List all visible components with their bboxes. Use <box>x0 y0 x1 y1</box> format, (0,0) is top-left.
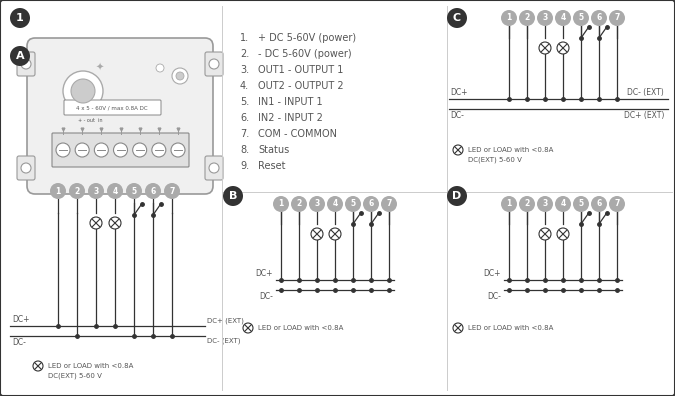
Circle shape <box>95 143 108 157</box>
Text: 6: 6 <box>151 187 156 196</box>
Text: 4 x 5 - 60V / max 0.8A DC: 4 x 5 - 60V / max 0.8A DC <box>76 105 148 110</box>
Circle shape <box>90 217 102 229</box>
Circle shape <box>539 228 551 240</box>
Text: 1: 1 <box>55 187 61 196</box>
Text: 6: 6 <box>369 200 374 209</box>
Text: 1: 1 <box>278 200 283 209</box>
Circle shape <box>345 196 361 212</box>
Text: A: A <box>16 51 24 61</box>
Text: DC- (EXT): DC- (EXT) <box>627 88 664 97</box>
Circle shape <box>75 143 89 157</box>
Circle shape <box>573 10 589 26</box>
Circle shape <box>21 59 31 69</box>
Text: 2: 2 <box>74 187 80 196</box>
Circle shape <box>209 163 219 173</box>
Circle shape <box>63 71 103 111</box>
Circle shape <box>152 143 166 157</box>
Circle shape <box>311 228 323 240</box>
Text: DC(EXT) 5-60 V: DC(EXT) 5-60 V <box>468 157 522 163</box>
Text: DC+ (EXT): DC+ (EXT) <box>624 111 664 120</box>
Circle shape <box>10 8 30 28</box>
Text: 3: 3 <box>93 187 99 196</box>
Circle shape <box>555 10 571 26</box>
Text: - DC 5-60V (power): - DC 5-60V (power) <box>258 49 352 59</box>
Text: LED or LOAD with <0.8A: LED or LOAD with <0.8A <box>48 363 134 369</box>
Circle shape <box>209 59 219 69</box>
Circle shape <box>591 196 607 212</box>
Text: ✦: ✦ <box>96 63 104 73</box>
Circle shape <box>591 10 607 26</box>
FancyBboxPatch shape <box>17 156 35 180</box>
Text: 4: 4 <box>112 187 117 196</box>
Text: D: D <box>452 191 462 201</box>
Text: 6: 6 <box>597 200 601 209</box>
Text: 2: 2 <box>296 200 302 209</box>
Text: 3: 3 <box>543 13 547 23</box>
Circle shape <box>539 42 551 54</box>
Circle shape <box>88 183 104 199</box>
Text: + DC 5-60V (power): + DC 5-60V (power) <box>258 33 356 43</box>
Text: 4.: 4. <box>240 81 249 91</box>
Circle shape <box>71 79 95 103</box>
Circle shape <box>537 196 553 212</box>
Text: DC-: DC- <box>450 111 464 120</box>
Text: LED or LOAD with <0.8A: LED or LOAD with <0.8A <box>468 325 554 331</box>
Text: 1: 1 <box>506 13 512 23</box>
Text: 4: 4 <box>560 200 566 209</box>
Circle shape <box>50 183 66 199</box>
Circle shape <box>447 8 467 28</box>
Text: DC- (EXT): DC- (EXT) <box>207 338 240 345</box>
Text: 5: 5 <box>350 200 356 209</box>
Text: 1: 1 <box>16 13 24 23</box>
Text: 7: 7 <box>169 187 175 196</box>
Circle shape <box>609 10 625 26</box>
Text: OUT2 - OUTPUT 2: OUT2 - OUTPUT 2 <box>258 81 344 91</box>
Circle shape <box>555 196 571 212</box>
Text: C: C <box>453 13 461 23</box>
Text: 4: 4 <box>332 200 338 209</box>
Circle shape <box>56 143 70 157</box>
Text: 5: 5 <box>132 187 136 196</box>
Circle shape <box>519 196 535 212</box>
Text: 9.: 9. <box>240 161 249 171</box>
FancyBboxPatch shape <box>27 38 213 194</box>
Circle shape <box>557 42 569 54</box>
Text: 5: 5 <box>578 13 584 23</box>
Text: DC+ (EXT): DC+ (EXT) <box>207 318 244 324</box>
Circle shape <box>10 46 30 66</box>
Text: 4: 4 <box>560 13 566 23</box>
Circle shape <box>109 217 121 229</box>
Circle shape <box>573 196 589 212</box>
Circle shape <box>176 72 184 80</box>
Text: 6.: 6. <box>240 113 249 123</box>
Text: 1.: 1. <box>240 33 249 43</box>
Circle shape <box>329 228 341 240</box>
Text: DC+: DC+ <box>483 269 501 278</box>
Circle shape <box>519 10 535 26</box>
Text: IN2 - INPUT 2: IN2 - INPUT 2 <box>258 113 323 123</box>
Text: 5.: 5. <box>240 97 249 107</box>
Text: B: B <box>229 191 237 201</box>
Circle shape <box>453 145 463 155</box>
Circle shape <box>156 64 164 72</box>
Circle shape <box>164 183 180 199</box>
Circle shape <box>171 143 185 157</box>
Text: 6: 6 <box>597 13 601 23</box>
FancyBboxPatch shape <box>64 100 161 115</box>
Circle shape <box>327 196 343 212</box>
Text: DC+: DC+ <box>12 315 30 324</box>
Text: 7: 7 <box>386 200 391 209</box>
Circle shape <box>501 196 517 212</box>
Circle shape <box>501 10 517 26</box>
Circle shape <box>609 196 625 212</box>
FancyBboxPatch shape <box>205 52 223 76</box>
Circle shape <box>291 196 307 212</box>
Text: DC-: DC- <box>487 292 501 301</box>
Text: + - out  in: + - out in <box>78 118 102 124</box>
Circle shape <box>381 196 397 212</box>
Circle shape <box>145 183 161 199</box>
Circle shape <box>243 323 253 333</box>
Text: 7.: 7. <box>240 129 249 139</box>
FancyBboxPatch shape <box>52 133 189 167</box>
